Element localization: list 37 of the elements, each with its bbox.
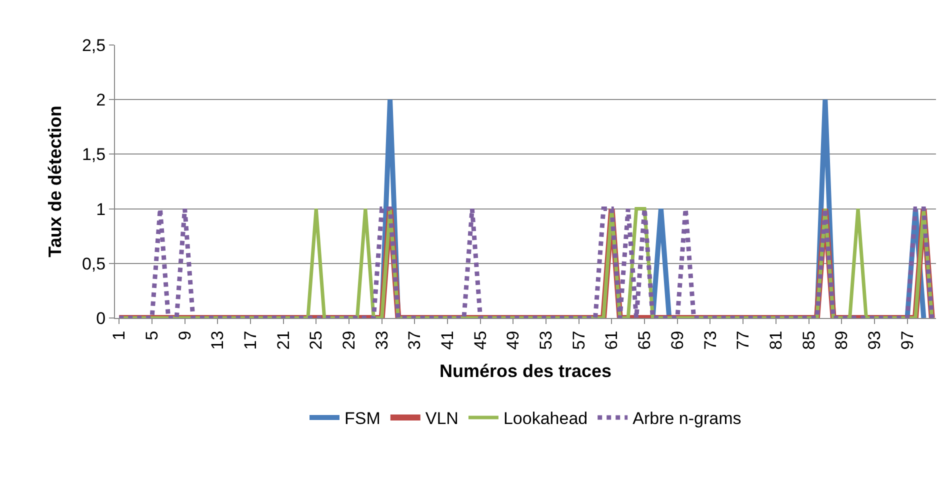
- x-tick-label: 21: [274, 330, 293, 350]
- y-axis-title: Taux de détection: [45, 106, 66, 258]
- legend-label: Arbre n-grams: [632, 409, 742, 428]
- y-tick-label: 0,5: [82, 254, 106, 274]
- y-tick-label: 2: [96, 90, 106, 110]
- x-tick-label: 69: [668, 330, 687, 350]
- x-tick-label: 61: [602, 330, 622, 350]
- x-tick-label: 5: [142, 330, 162, 340]
- x-tick-label: 89: [832, 330, 852, 350]
- y-tick-label: 1: [96, 200, 106, 219]
- x-tick-label: 65: [635, 330, 654, 350]
- x-tick-label: 97: [898, 330, 917, 350]
- x-tick-label: 77: [734, 330, 753, 350]
- x-tick-label: 49: [504, 330, 523, 350]
- x-tick-label: 17: [240, 330, 260, 350]
- x-tick-label: 1: [110, 330, 129, 340]
- x-axis-title: Numéros des traces: [439, 360, 612, 381]
- x-tick-label: 13: [208, 330, 228, 350]
- y-tick-label: 1,5: [82, 145, 106, 164]
- x-tick-label: 85: [799, 330, 818, 350]
- x-tick-label: 33: [372, 330, 392, 350]
- legend-label: FSM: [344, 409, 380, 428]
- y-tick-label: 2,5: [82, 36, 106, 55]
- x-tick-label: 9: [175, 330, 194, 340]
- x-tick-label: 37: [405, 330, 424, 350]
- x-tick-label: 53: [536, 330, 556, 350]
- x-tick-label: 73: [700, 330, 720, 350]
- x-tick-label: 57: [569, 330, 588, 350]
- y-tick-label: 0: [96, 308, 106, 328]
- x-tick-label: 41: [438, 330, 458, 350]
- x-tick-label: 25: [306, 330, 326, 350]
- legend-label: VLN: [425, 409, 458, 428]
- x-tick-label: 45: [470, 330, 490, 350]
- x-tick-label: 81: [766, 330, 786, 350]
- legend-label: Lookahead: [503, 409, 588, 428]
- x-tick-label: 29: [340, 330, 359, 350]
- x-tick-label: 93: [864, 330, 884, 350]
